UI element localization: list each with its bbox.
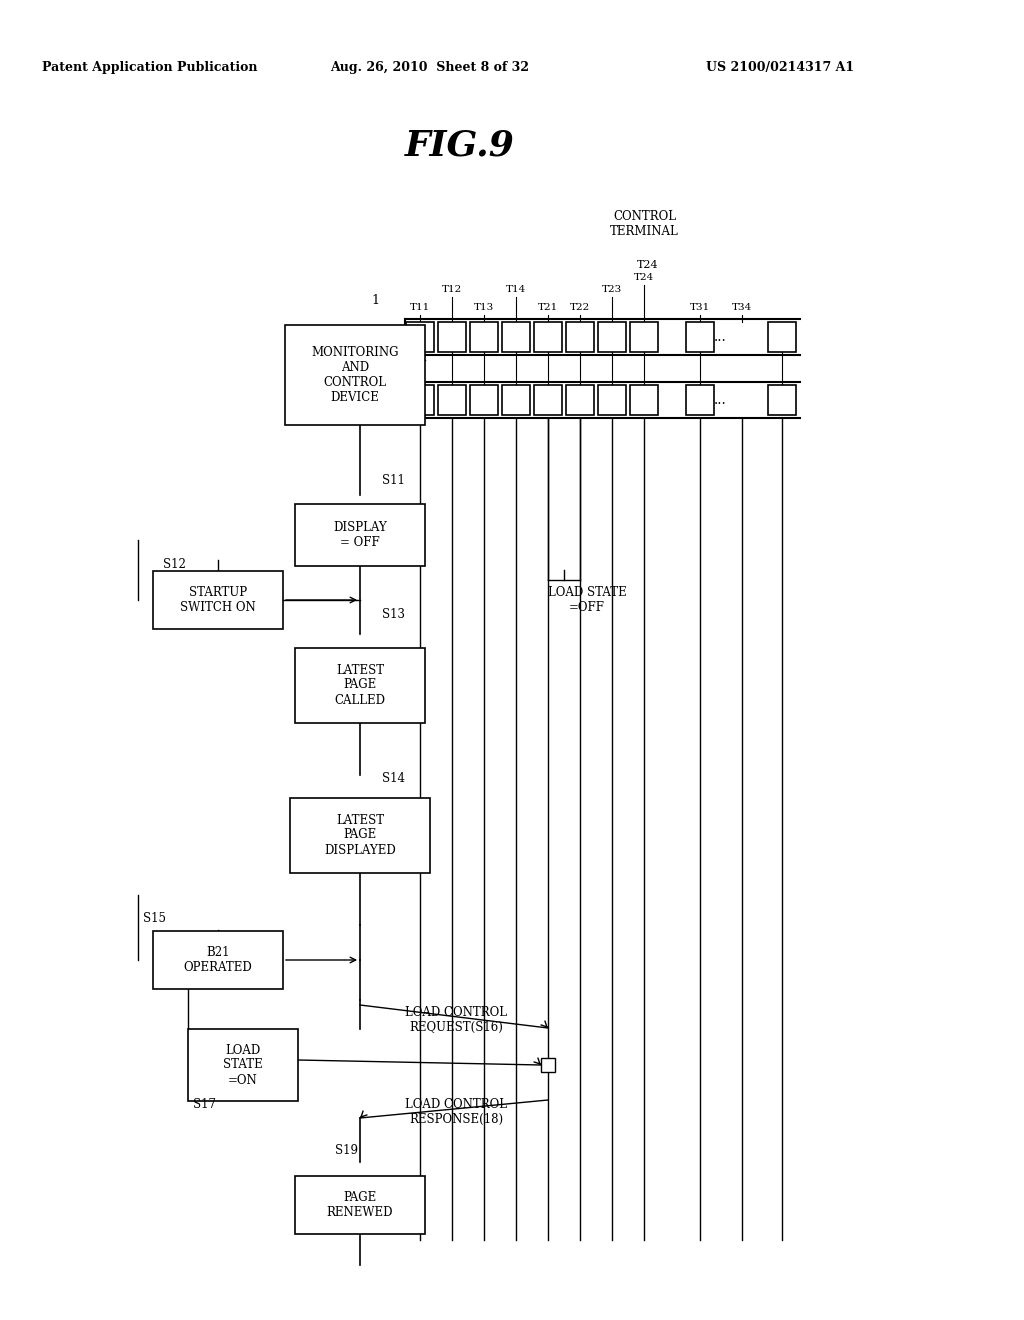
Text: US 2100/0214317 A1: US 2100/0214317 A1 — [706, 62, 854, 74]
Text: T31: T31 — [690, 304, 710, 313]
Bar — [470, 322, 498, 352]
Bar — [768, 385, 796, 414]
Text: S17: S17 — [193, 1098, 216, 1111]
Text: LATEST
PAGE
DISPLAYED: LATEST PAGE DISPLAYED — [325, 813, 396, 857]
Bar — [566, 385, 594, 414]
Bar — [598, 385, 626, 414]
Bar — [295, 648, 425, 722]
Text: T13: T13 — [474, 304, 495, 313]
Text: LOAD CONTROL
RESPONSE(18): LOAD CONTROL RESPONSE(18) — [406, 1098, 507, 1126]
Bar — [541, 1059, 555, 1072]
Bar — [285, 325, 425, 425]
Text: S13: S13 — [382, 609, 406, 622]
Text: T22: T22 — [570, 304, 590, 313]
Bar — [686, 385, 714, 414]
Bar — [438, 385, 466, 414]
Bar — [502, 385, 530, 414]
Text: S14: S14 — [382, 771, 406, 784]
Bar — [470, 385, 498, 414]
Bar — [153, 572, 283, 630]
Text: LOAD CONTROL
REQUEST(S16): LOAD CONTROL REQUEST(S16) — [406, 1006, 507, 1034]
Text: FIG.9: FIG.9 — [406, 128, 515, 162]
Text: Patent Application Publication: Patent Application Publication — [42, 62, 258, 74]
Text: S12: S12 — [163, 558, 186, 572]
Bar — [534, 322, 562, 352]
Text: B21
OPERATED: B21 OPERATED — [183, 946, 252, 974]
Bar — [295, 1176, 425, 1234]
Bar — [768, 322, 796, 352]
Text: S15: S15 — [143, 912, 166, 924]
Text: S19: S19 — [335, 1143, 358, 1156]
Text: LOAD
STATE
=ON: LOAD STATE =ON — [223, 1044, 263, 1086]
Bar — [406, 322, 434, 352]
Text: ...: ... — [714, 393, 726, 407]
Bar — [295, 504, 425, 566]
Text: PAGE
RENEWED: PAGE RENEWED — [327, 1191, 393, 1218]
Text: T14: T14 — [506, 285, 526, 294]
Bar — [290, 797, 430, 873]
Text: CONTROL
TERMINAL: CONTROL TERMINAL — [610, 210, 679, 238]
Bar — [406, 385, 434, 414]
Text: LATEST
PAGE
CALLED: LATEST PAGE CALLED — [335, 664, 385, 706]
Bar — [566, 322, 594, 352]
Text: T21: T21 — [538, 304, 558, 313]
Text: Aug. 26, 2010  Sheet 8 of 32: Aug. 26, 2010 Sheet 8 of 32 — [331, 62, 529, 74]
Bar — [630, 322, 658, 352]
Text: T24: T24 — [634, 273, 654, 282]
Bar — [153, 931, 283, 989]
Text: MONITORING
AND
CONTROL
DEVICE: MONITORING AND CONTROL DEVICE — [311, 346, 398, 404]
Text: S11: S11 — [382, 474, 404, 487]
Bar — [438, 322, 466, 352]
Bar — [534, 385, 562, 414]
Text: T34: T34 — [732, 304, 752, 313]
Text: T11: T11 — [410, 304, 430, 313]
Text: DISPLAY
= OFF: DISPLAY = OFF — [333, 521, 387, 549]
Bar — [630, 385, 658, 414]
Text: LOAD STATE
=OFF: LOAD STATE =OFF — [548, 586, 627, 614]
Bar — [598, 322, 626, 352]
Text: T24: T24 — [637, 260, 658, 271]
Text: T12: T12 — [442, 285, 462, 294]
Bar — [686, 322, 714, 352]
Bar — [188, 1030, 298, 1101]
Text: 1: 1 — [371, 293, 379, 306]
Bar — [502, 322, 530, 352]
Text: T23: T23 — [602, 285, 623, 294]
Text: STARTUP
SWITCH ON: STARTUP SWITCH ON — [180, 586, 256, 614]
Text: ...: ... — [714, 330, 726, 345]
